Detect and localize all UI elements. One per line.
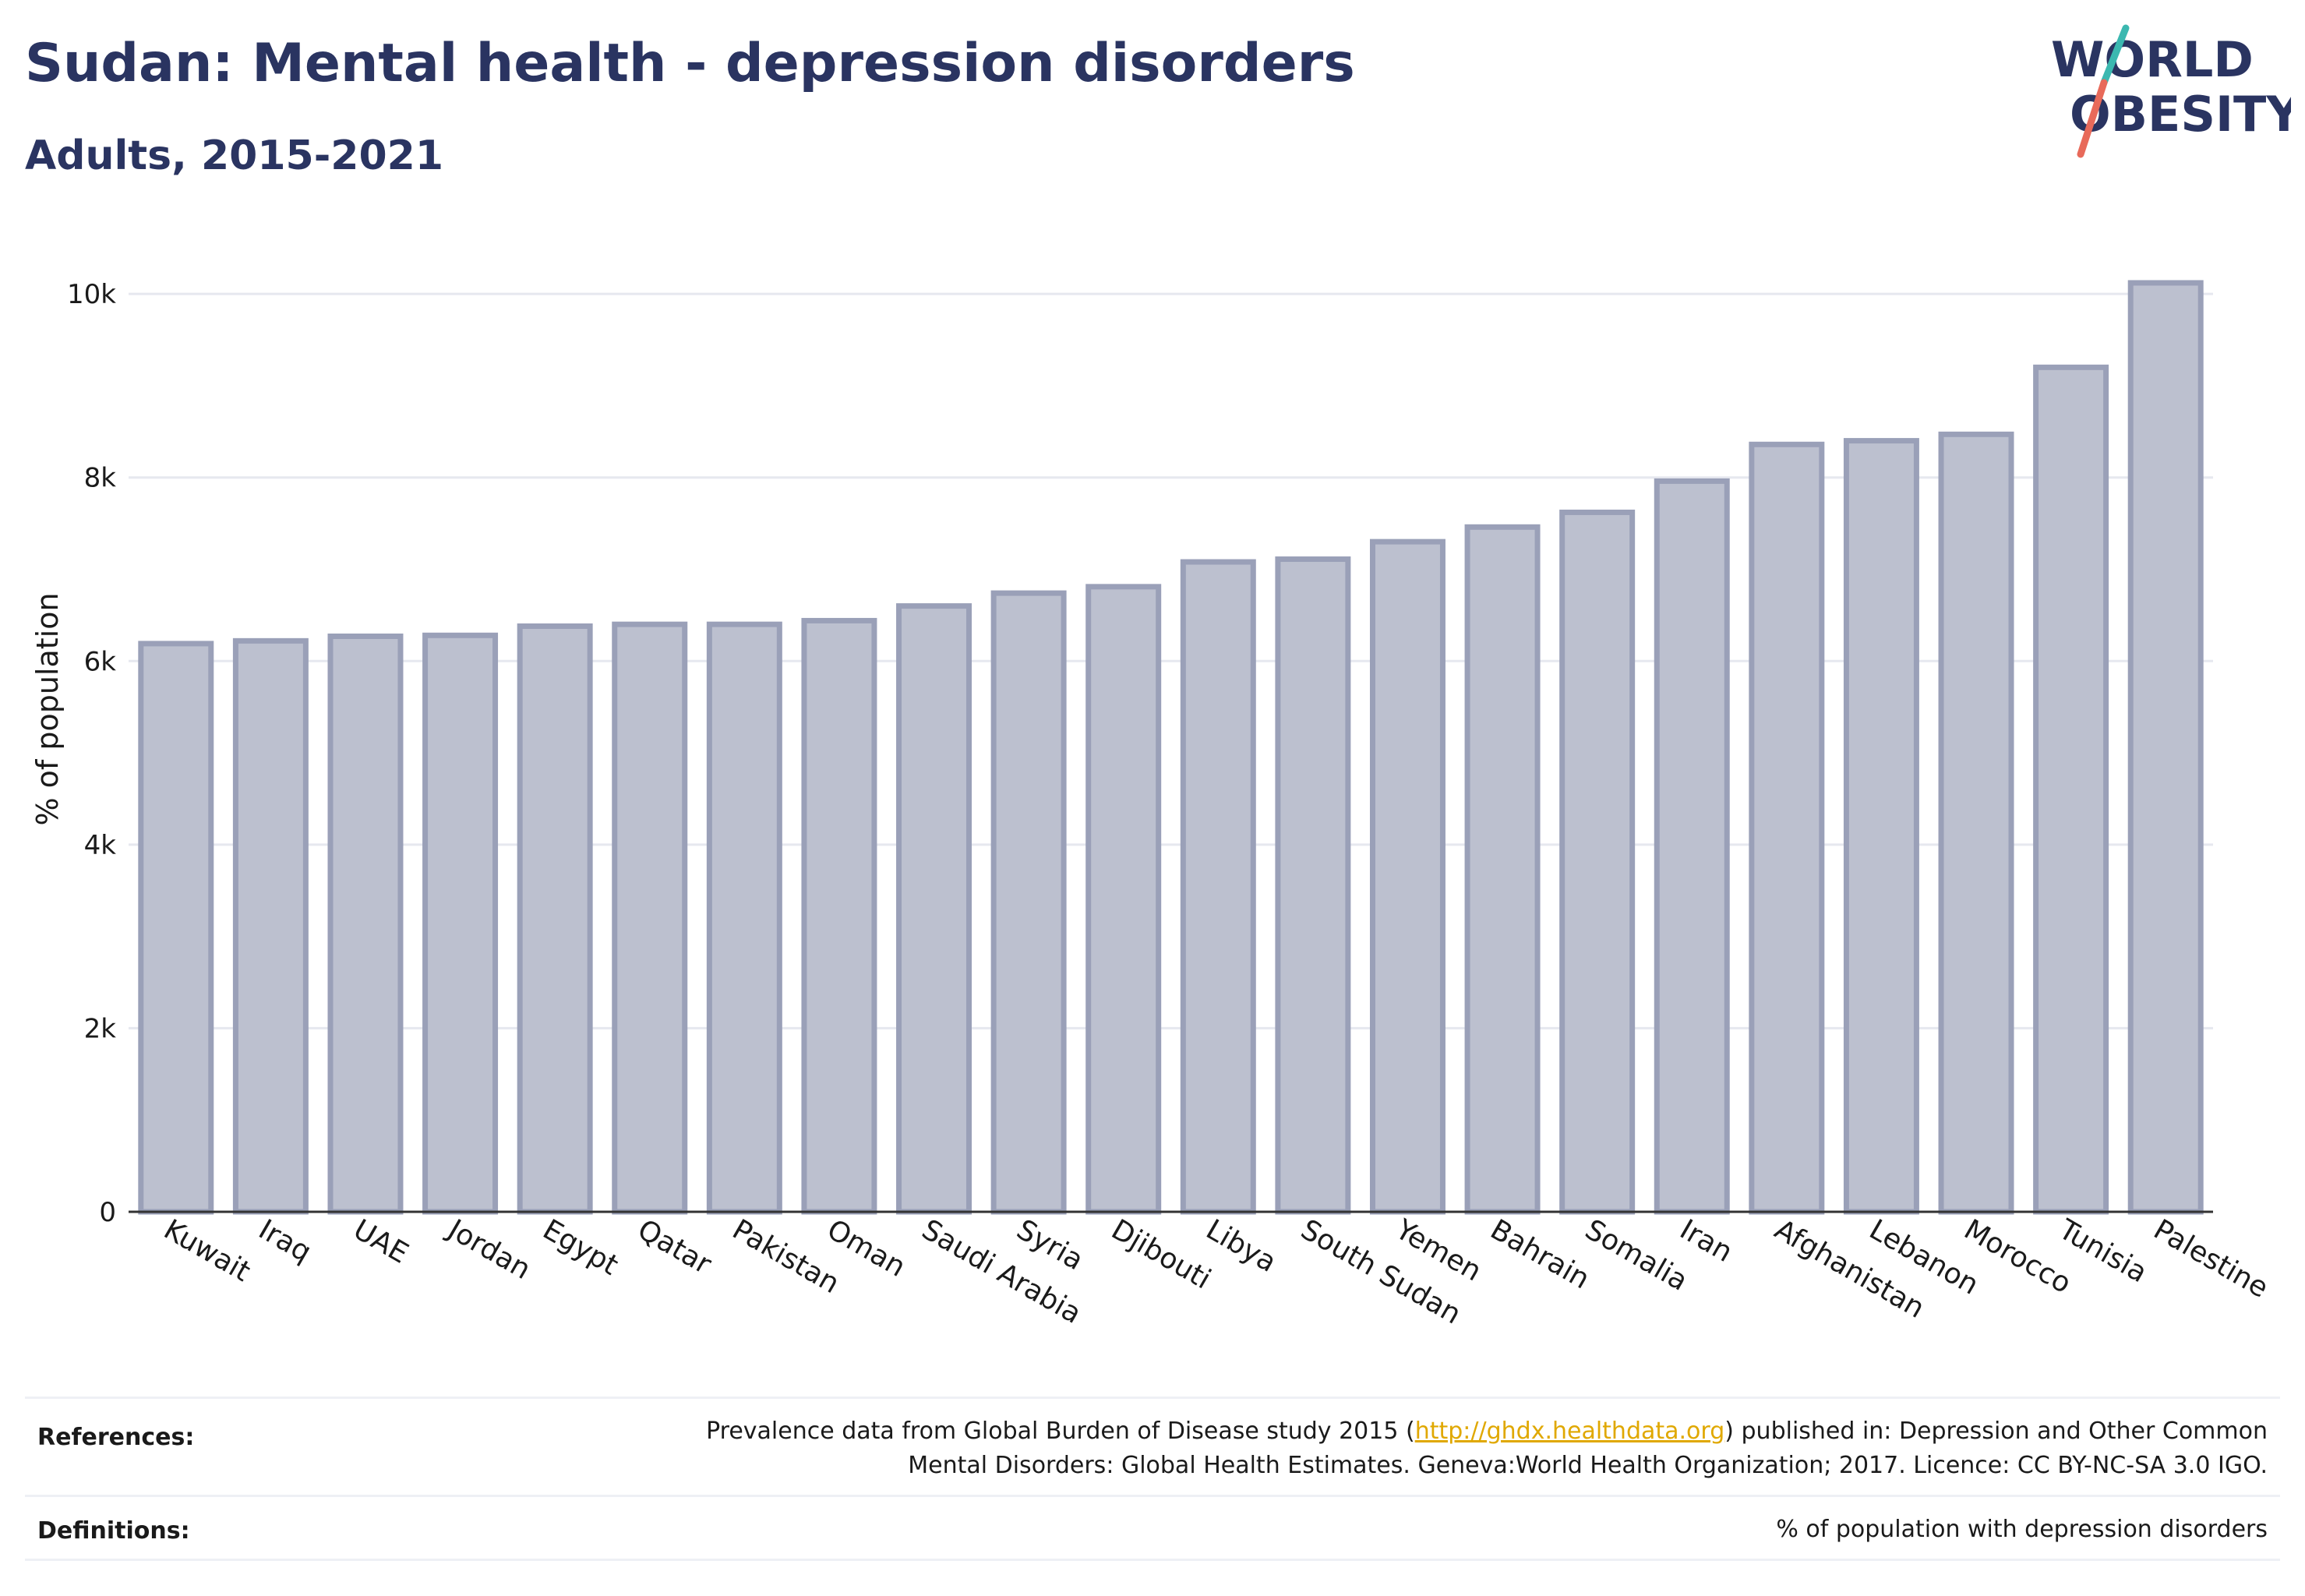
y-tick-label: 10k [67,279,116,310]
bar-uae[interactable] [327,633,404,1215]
references-line-1: Prevalence data from Global Burden of Di… [706,1414,2268,1449]
y-tick-label: 8k [84,463,117,494]
x-tick-label: Iraq [253,1213,316,1269]
bar-syria[interactable] [990,590,1067,1215]
definitions-row: Definitions: % of population with depres… [25,1495,2280,1561]
definitions-text: % of population with depression disorder… [1776,1516,2268,1543]
x-tick-label: Egypt [538,1213,623,1281]
chart-subtitle: Adults, 2015-2021 [25,132,444,179]
bar-kuwait[interactable] [138,641,214,1215]
bar-jordan[interactable] [422,632,499,1215]
bar-lebanon[interactable] [1843,438,1919,1215]
references-text: Prevalence data from Global Burden of Di… [706,1414,2268,1483]
chart-title: Sudan: Mental health - depression disord… [25,33,1355,94]
bar-iran[interactable] [1654,478,1730,1215]
bar-libya[interactable] [1180,559,1256,1215]
bar-pakistan[interactable] [706,621,782,1215]
bar-bahrain[interactable] [1464,524,1541,1215]
references-line-1-start: Prevalence data from Global Burden of Di… [706,1418,1415,1445]
x-tick-label: UAE [348,1213,413,1269]
x-tick-label: Iran [1675,1213,1738,1269]
definitions-label: Definitions: [37,1517,190,1545]
x-tick-label: Bahrain [1485,1213,1595,1295]
x-tick-label: Saudi Arabia [916,1213,1086,1330]
bar-egypt[interactable] [517,623,593,1215]
y-tick-label: 4k [84,830,117,861]
bar-somalia[interactable] [1559,509,1636,1215]
y-axis-label: % of population [30,592,65,825]
y-tick-labels: 0 2k 4k 6k 8k 10k [67,279,116,1228]
bar-djibouti[interactable] [1085,584,1162,1215]
references-link[interactable]: http://ghdx.healthdata.org [1414,1418,1725,1445]
bar-afghanistan[interactable] [1749,441,1825,1215]
bar-south-sudan[interactable] [1275,556,1351,1215]
references-row: References: Prevalence data from Global … [25,1396,2280,1497]
logo-slash-top [2100,24,2130,87]
bar-tunisia[interactable] [2033,364,2109,1215]
x-tick-label: Pakistan [727,1213,845,1300]
bars [138,280,2204,1215]
y-tick-label: 0 [99,1197,116,1228]
bar-yemen[interactable] [1369,538,1445,1215]
bar-morocco[interactable] [1938,431,2014,1215]
x-tick-label: Kuwait [158,1213,256,1288]
x-tick-label: Jordan [441,1213,535,1286]
logo-slash-bottom [2077,79,2108,158]
x-tick-label: Somalia [1580,1213,1693,1298]
bar-qatar[interactable] [612,621,688,1215]
logo-line1: WORLD [2051,31,2254,88]
references-label: References: [37,1424,195,1451]
logo-line2: OBESITY [2070,86,2291,143]
x-tick-label: Djibouti [1106,1213,1216,1295]
y-tick-label: 6k [84,646,117,677]
x-tick-label: South Sudan [1295,1213,1466,1330]
x-tick-label: Morocco [1959,1213,2077,1300]
world-obesity-logo: WORLD OBESITY [2051,24,2291,158]
references-bottom-border [25,1559,2280,1561]
x-tick-label: Palestine [2148,1213,2274,1305]
y-tick-label: 2k [84,1013,117,1044]
bar-saudi-arabia[interactable] [896,603,972,1215]
bar-iraq[interactable] [232,637,309,1215]
bar-oman[interactable] [801,617,877,1215]
x-tick-label: Qatar [632,1213,716,1280]
bar-palestine[interactable] [2127,280,2204,1215]
references-line-2: Mental Disorders: Global Health Estimate… [908,1452,2268,1479]
references-line-1-end: ) published in: Depression and Other Com… [1724,1418,2268,1445]
